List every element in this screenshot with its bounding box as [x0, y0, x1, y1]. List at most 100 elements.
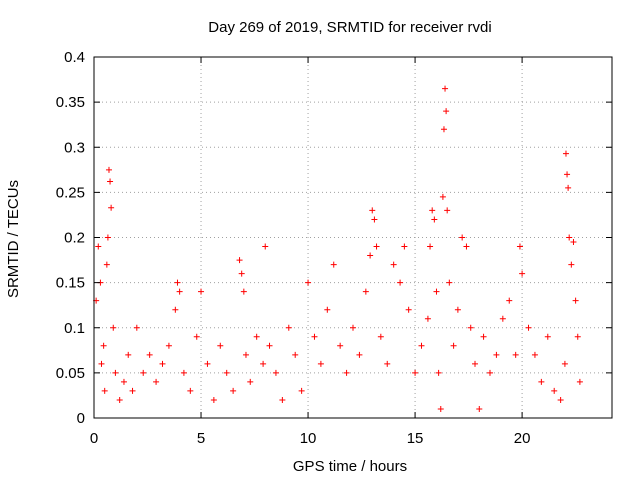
data-point	[112, 369, 119, 376]
data-point	[564, 171, 571, 178]
x-tick-label: 0	[90, 430, 98, 447]
data-point	[384, 360, 391, 367]
data-point	[298, 387, 305, 394]
data-point	[165, 342, 172, 349]
data-point	[397, 279, 404, 286]
data-point	[285, 324, 292, 331]
data-point	[412, 369, 419, 376]
data-point	[292, 351, 299, 358]
data-point	[324, 306, 331, 313]
y-tick-label: 0.05	[56, 365, 85, 382]
data-point	[105, 166, 112, 173]
y-axis-ticks: 0 0.05 0.1 0.15 0.2 0.25 0.3 0.35 0.4	[56, 49, 612, 427]
data-point	[98, 360, 105, 367]
data-point	[337, 342, 344, 349]
data-point	[437, 405, 444, 412]
data-point	[116, 396, 123, 403]
y-axis-label: SRMTID / TECUs	[5, 180, 22, 298]
data-point	[272, 369, 279, 376]
data-point	[247, 378, 254, 385]
data-point	[180, 369, 187, 376]
chart-title: Day 269 of 2019, SRMTID for receiver rvd…	[208, 19, 491, 36]
data-point	[159, 360, 166, 367]
data-point	[174, 279, 181, 286]
data-point	[330, 261, 337, 268]
data-point	[311, 333, 318, 340]
data-point	[531, 351, 538, 358]
data-point	[405, 306, 412, 313]
data-point	[262, 243, 269, 250]
data-point	[236, 257, 243, 264]
data-point	[240, 288, 247, 295]
data-point	[525, 324, 532, 331]
data-point	[424, 315, 431, 322]
data-point	[512, 351, 519, 358]
data-point	[362, 288, 369, 295]
data-point	[443, 108, 450, 115]
data-point	[377, 333, 384, 340]
data-point	[435, 369, 442, 376]
data-point	[350, 324, 356, 331]
data-point	[429, 207, 436, 214]
data-point	[568, 261, 575, 268]
data-point	[486, 369, 493, 376]
data-point	[133, 324, 140, 331]
data-point	[565, 184, 572, 191]
data-point	[572, 297, 579, 304]
data-point	[401, 243, 408, 250]
data-point	[463, 243, 470, 250]
x-axis-ticks: 0 5 10 15 20	[90, 57, 531, 447]
data-point	[230, 387, 237, 394]
data-point	[176, 288, 183, 295]
data-point	[390, 261, 397, 268]
x-tick-label: 20	[514, 430, 531, 447]
data-point	[418, 342, 425, 349]
y-tick-label: 0.25	[56, 184, 85, 201]
data-point	[279, 396, 286, 403]
data-point	[193, 333, 200, 340]
data-point	[242, 351, 249, 358]
x-tick-label: 15	[407, 430, 424, 447]
data-point	[459, 234, 466, 241]
data-point	[204, 360, 211, 367]
x-tick-label: 5	[197, 430, 205, 447]
data-point	[95, 243, 102, 250]
data-point	[317, 360, 324, 367]
data-point	[187, 387, 194, 394]
data-point	[367, 252, 374, 259]
data-point	[538, 378, 545, 385]
data-point	[172, 306, 179, 313]
data-point	[444, 207, 451, 214]
data-point	[433, 288, 440, 295]
data-point	[519, 270, 526, 277]
data-point	[472, 360, 479, 367]
data-point	[140, 369, 147, 376]
x-tick-label: 10	[300, 430, 317, 447]
data-point	[493, 351, 500, 358]
x-axis-label: GPS time / hours	[293, 458, 407, 475]
data-point	[356, 351, 363, 358]
data-point	[467, 324, 474, 331]
y-tick-label: 0.4	[64, 49, 85, 66]
data-point	[576, 378, 583, 385]
data-point	[431, 216, 438, 223]
data-point	[371, 216, 378, 223]
data-point	[562, 150, 569, 157]
data-point	[439, 193, 446, 200]
data-point	[369, 207, 376, 214]
data-points	[93, 85, 583, 412]
data-point	[343, 369, 350, 376]
data-point	[125, 351, 132, 358]
data-point	[104, 234, 111, 241]
data-point	[217, 342, 224, 349]
data-point	[446, 279, 453, 286]
data-point	[574, 333, 581, 340]
data-point	[223, 369, 230, 376]
data-point	[146, 351, 153, 358]
data-point	[107, 178, 114, 185]
grid-lines	[94, 57, 612, 418]
y-tick-label: 0.35	[56, 94, 85, 111]
data-point	[557, 396, 564, 403]
data-point	[266, 342, 273, 349]
